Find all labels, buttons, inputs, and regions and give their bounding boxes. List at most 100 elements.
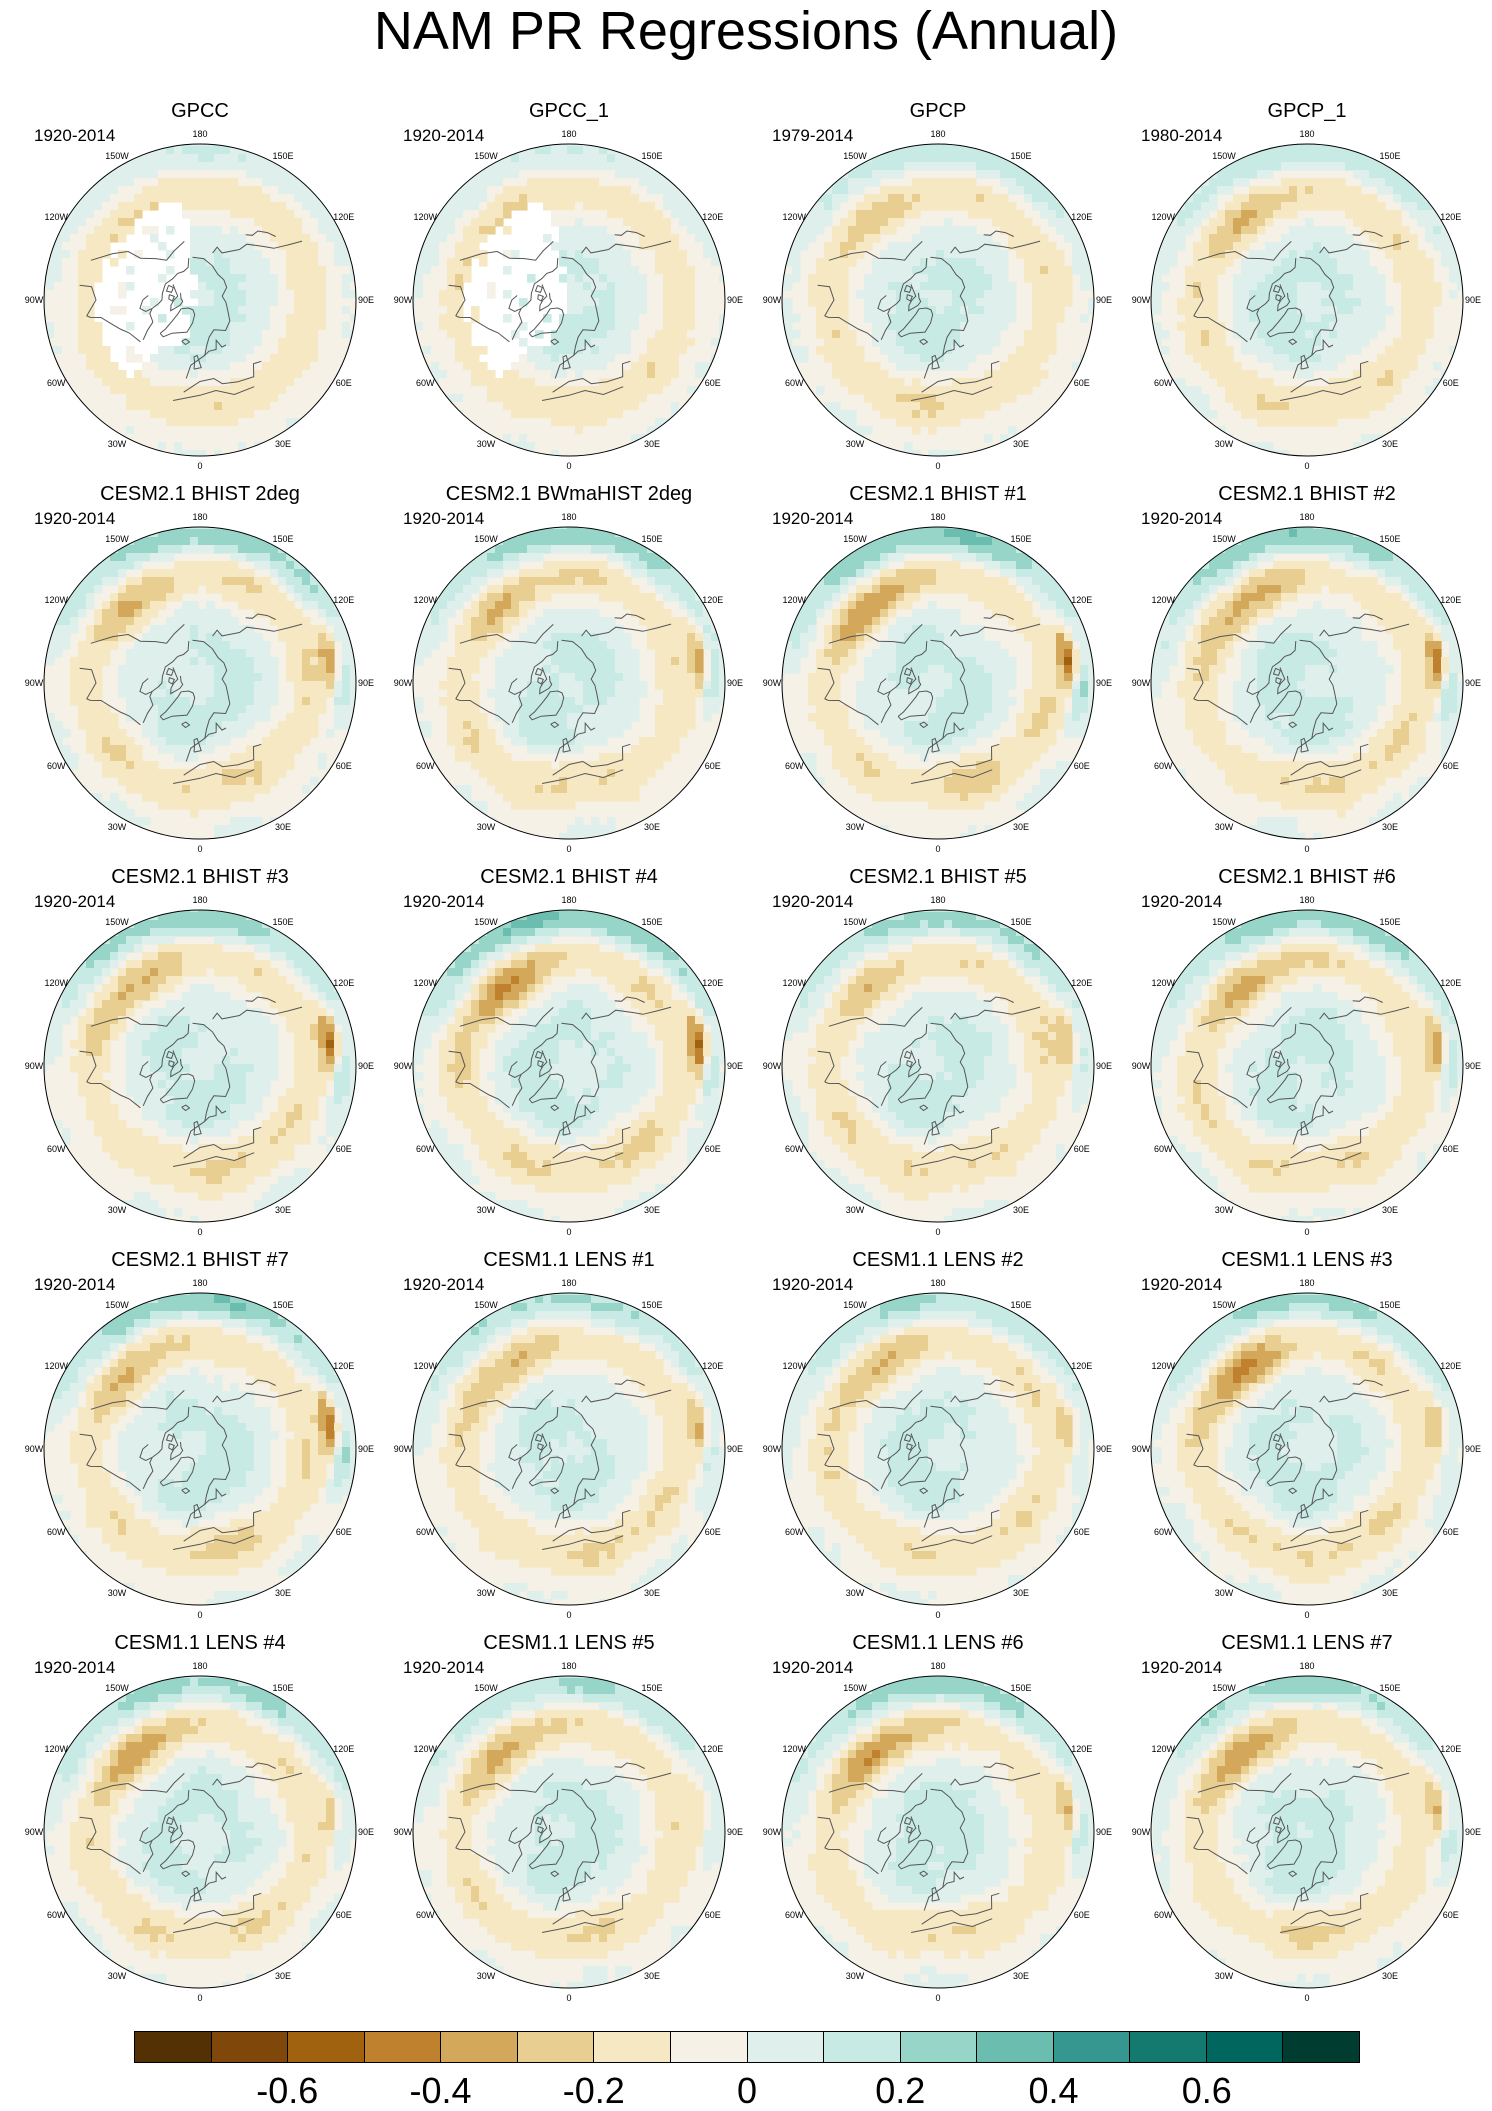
field-cell — [623, 418, 632, 427]
field-cell — [198, 426, 207, 435]
field-cell — [134, 697, 143, 706]
field-cell — [286, 585, 295, 594]
field-cell — [54, 314, 63, 323]
field-cell — [310, 290, 319, 299]
field-cell — [1449, 362, 1458, 371]
field-cell — [1313, 394, 1322, 403]
field-cell — [856, 170, 865, 179]
field-cell — [1297, 154, 1306, 163]
field-cell — [848, 418, 857, 427]
field-cell — [238, 330, 247, 339]
field-cell — [1393, 386, 1402, 395]
field-cell — [214, 434, 223, 443]
field-cell — [1056, 210, 1065, 219]
field-cell — [1345, 402, 1354, 411]
field-cell — [872, 234, 881, 243]
field-cell — [254, 402, 263, 411]
field-cell — [463, 226, 472, 235]
field-cell — [342, 290, 351, 299]
field-cell — [543, 410, 552, 419]
field-cell — [182, 202, 191, 211]
field-cell — [238, 434, 247, 443]
longitude-label: 120W — [413, 212, 437, 222]
field-cell — [222, 370, 231, 379]
field-cell — [1337, 298, 1346, 307]
longitude-label: 0 — [1304, 461, 1309, 471]
field-cell — [527, 386, 536, 395]
field-cell — [1209, 370, 1218, 379]
field-cell — [318, 330, 327, 339]
field-cell — [607, 178, 616, 187]
field-cell — [1417, 194, 1426, 203]
field-cell — [992, 202, 1001, 211]
field-cell — [174, 641, 183, 650]
field-cell — [230, 154, 239, 163]
field-cell — [1040, 234, 1049, 243]
field-cell — [1345, 274, 1354, 283]
field-cell — [1353, 322, 1362, 331]
field-cell — [671, 202, 680, 211]
field-cell — [102, 370, 111, 379]
field-cell — [1329, 394, 1338, 403]
field-cell — [663, 258, 672, 267]
field-cell — [278, 553, 287, 562]
field-cell — [254, 338, 263, 347]
field-cell — [214, 426, 223, 435]
field-cell — [880, 162, 889, 171]
field-cell — [142, 697, 151, 706]
field-cell — [984, 274, 993, 283]
field-cell — [102, 218, 111, 227]
field-cell — [880, 314, 889, 323]
field-cell — [623, 306, 632, 315]
field-cell — [1209, 202, 1218, 211]
field-cell — [559, 210, 568, 219]
field-cell — [615, 450, 624, 459]
field-cell — [1377, 282, 1386, 291]
field-cell — [639, 378, 648, 387]
field-cell — [1345, 266, 1354, 275]
field-cell — [431, 290, 440, 299]
field-cell — [1217, 226, 1226, 235]
field-cell — [1048, 266, 1057, 275]
field-cell — [110, 418, 119, 427]
field-cell — [1417, 338, 1426, 347]
field-cell — [591, 442, 600, 451]
field-cell — [270, 386, 279, 395]
field-cell — [800, 202, 809, 211]
field-cell — [238, 354, 247, 363]
field-cell — [976, 210, 985, 219]
longitude-label: 180 — [192, 129, 207, 139]
field-cell — [663, 314, 672, 323]
field-cell — [1016, 210, 1025, 219]
field-cell — [246, 330, 255, 339]
field-cell — [1193, 338, 1202, 347]
field-cell — [904, 386, 913, 395]
field-cell — [647, 274, 656, 283]
field-cell — [655, 186, 664, 195]
field-cell — [230, 138, 239, 147]
field-cell — [1321, 418, 1330, 427]
field-cell — [126, 170, 135, 179]
field-cell — [222, 537, 231, 546]
field-cell — [784, 258, 793, 267]
field-cell — [326, 681, 335, 690]
field-cell — [310, 657, 319, 666]
field-cell — [326, 362, 335, 371]
field-cell — [567, 162, 576, 171]
field-cell — [952, 346, 961, 355]
field-cell — [567, 242, 576, 251]
field-cell — [126, 226, 135, 235]
field-cell — [864, 162, 873, 171]
field-cell — [94, 609, 103, 618]
field-cell — [326, 306, 335, 315]
field-cell — [808, 194, 817, 203]
field-cell — [126, 210, 135, 219]
field-cell — [310, 410, 319, 419]
field-cell — [1281, 314, 1290, 323]
field-cell — [559, 154, 568, 163]
field-cell — [1321, 298, 1330, 307]
field-cell — [102, 402, 111, 411]
field-cell — [166, 346, 175, 355]
field-cell — [1353, 274, 1362, 283]
field-cell — [1241, 178, 1250, 187]
